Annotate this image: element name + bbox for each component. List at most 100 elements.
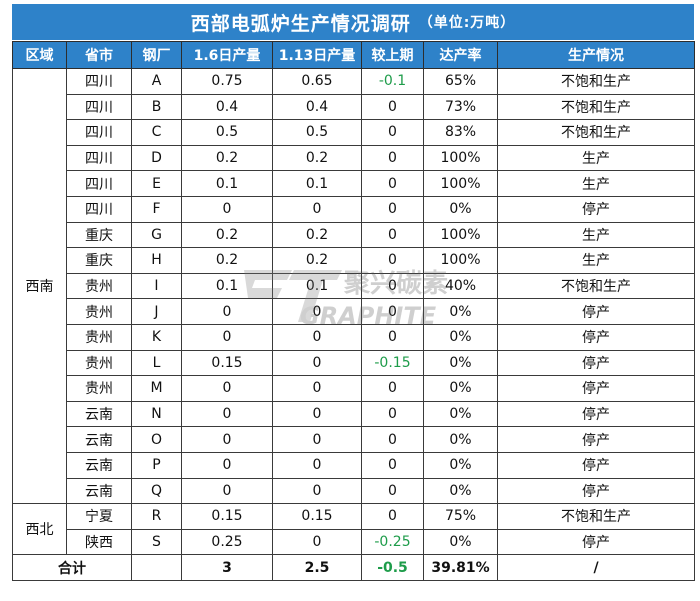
status-cell: 停产 [497,195,695,223]
change-cell: 0 [361,400,424,428]
unit-label: （单位:万吨） [418,15,516,31]
table-row: 四川 F 0 0 0 0% 停产 [13,195,695,223]
jan6-output-cell: 0.5 [181,119,273,146]
jan6-output-cell: 0 [181,400,273,428]
status-cell: 停产 [497,451,695,479]
total-utilization: 39.81% [423,554,498,581]
plant-cell: E [131,170,182,197]
total-jan13-output: 2.5 [272,554,362,581]
jan6-output-cell: 0 [181,298,273,325]
table-row: 云南 P 0 0 0 0% 停产 [13,451,695,479]
col-header-province: 省市 [66,41,132,69]
province-cell: 贵州 [66,349,132,377]
change-cell: 0 [361,323,424,351]
jan6-output-cell: 0.1 [181,170,273,197]
jan6-output-cell: 0.2 [181,247,273,274]
utilization-cell: 0% [423,298,498,325]
jan13-output-cell: 0 [272,451,362,479]
total-status: / [497,554,695,581]
utilization-cell: 75% [423,503,498,530]
plant-cell: R [131,503,182,530]
province-cell: 云南 [66,400,132,428]
change-cell: 0 [361,247,424,274]
plant-cell: F [131,195,182,223]
table-row: 云南 O 0 0 0 0% 停产 [13,426,695,453]
utilization-cell: 0% [423,426,498,453]
status-cell: 不饱和生产 [497,272,695,300]
change-cell: -0.15 [361,349,424,377]
plant-cell: L [131,349,182,377]
jan6-output-cell: 0.1 [181,272,273,300]
jan6-output-cell: 0 [181,477,273,505]
jan13-output-cell: 0.2 [272,221,362,249]
jan6-output-cell: 0 [181,375,273,402]
jan13-output-cell: 0 [272,528,362,556]
plant-cell: J [131,298,182,325]
status-cell: 不饱和生产 [497,68,695,95]
province-cell: 贵州 [66,272,132,300]
table-row: 陕西 S 0.25 0 -0.25 0% 停产 [13,528,695,556]
status-cell: 不饱和生产 [497,93,695,121]
change-cell: 0 [361,221,424,249]
change-cell: 0 [361,170,424,197]
status-cell: 停产 [497,426,695,453]
jan6-output-cell: 0 [181,426,273,453]
utilization-cell: 40% [423,272,498,300]
jan6-output-cell: 0.15 [181,349,273,377]
total-label: 合计 [12,554,132,581]
change-cell: 0 [361,272,424,300]
col-header-change: 较上期 [361,41,424,69]
plant-cell: H [131,247,182,274]
status-cell: 生产 [497,247,695,274]
col-header-jan13-output: 1.13日产量 [272,41,362,69]
jan13-output-cell: 0.65 [272,68,362,95]
change-cell: -0.1 [361,68,424,95]
status-cell: 停产 [497,400,695,428]
jan13-output-cell: 0.4 [272,93,362,121]
total-row: 合计 3 2.5 -0.5 39.81% / [12,554,695,581]
province-cell: 四川 [66,68,132,95]
utilization-cell: 0% [423,528,498,556]
header-row: 区域 省市 钢厂 1.6日产量 1.13日产量 较上期 达产率 生产情况 [12,41,695,69]
plant-cell: O [131,426,182,453]
status-cell: 停产 [497,528,695,556]
plant-cell: M [131,375,182,402]
change-cell: 0 [361,119,424,146]
status-cell: 停产 [497,349,695,377]
jan6-output-cell: 0 [181,195,273,223]
plant-cell: N [131,400,182,428]
plant-cell: S [131,528,182,556]
status-cell: 不饱和生产 [497,119,695,146]
province-cell: 四川 [66,195,132,223]
plant-cell: B [131,93,182,121]
jan6-output-cell: 0 [181,451,273,479]
change-cell: 0 [361,477,424,505]
jan6-output-cell: 0.2 [181,144,273,172]
production-table: 区域 省市 钢厂 1.6日产量 1.13日产量 较上期 达产率 生产情况 西南四… [12,41,695,581]
utilization-cell: 73% [423,93,498,121]
utilization-cell: 0% [423,400,498,428]
utilization-cell: 0% [423,195,498,223]
province-cell: 云南 [66,426,132,453]
jan13-output-cell: 0 [272,400,362,428]
province-cell: 宁夏 [66,503,132,530]
status-cell: 停产 [497,375,695,402]
table-row: 四川 B 0.4 0.4 0 73% 不饱和生产 [13,93,695,121]
table-row: 西北 宁夏 R 0.15 0.15 0 75% 不饱和生产 [12,503,695,556]
jan6-output-cell: 0.25 [181,528,273,556]
change-cell: 0 [361,144,424,172]
utilization-cell: 0% [423,375,498,402]
table-row: 重庆 G 0.2 0.2 0 100% 生产 [13,221,695,249]
change-cell: 0 [361,93,424,121]
plant-cell: P [131,451,182,479]
jan6-output-cell: 0.2 [181,221,273,249]
table-row: 贵州 L 0.15 0 -0.15 0% 停产 [13,349,695,377]
utilization-cell: 0% [423,323,498,351]
utilization-cell: 0% [423,349,498,377]
jan13-output-cell: 0 [272,375,362,402]
jan13-output-cell: 0.2 [272,247,362,274]
col-header-plant: 钢厂 [131,41,182,69]
jan13-output-cell: 0.1 [272,170,362,197]
status-cell: 生产 [497,170,695,197]
col-header-utilization: 达产率 [423,41,498,69]
